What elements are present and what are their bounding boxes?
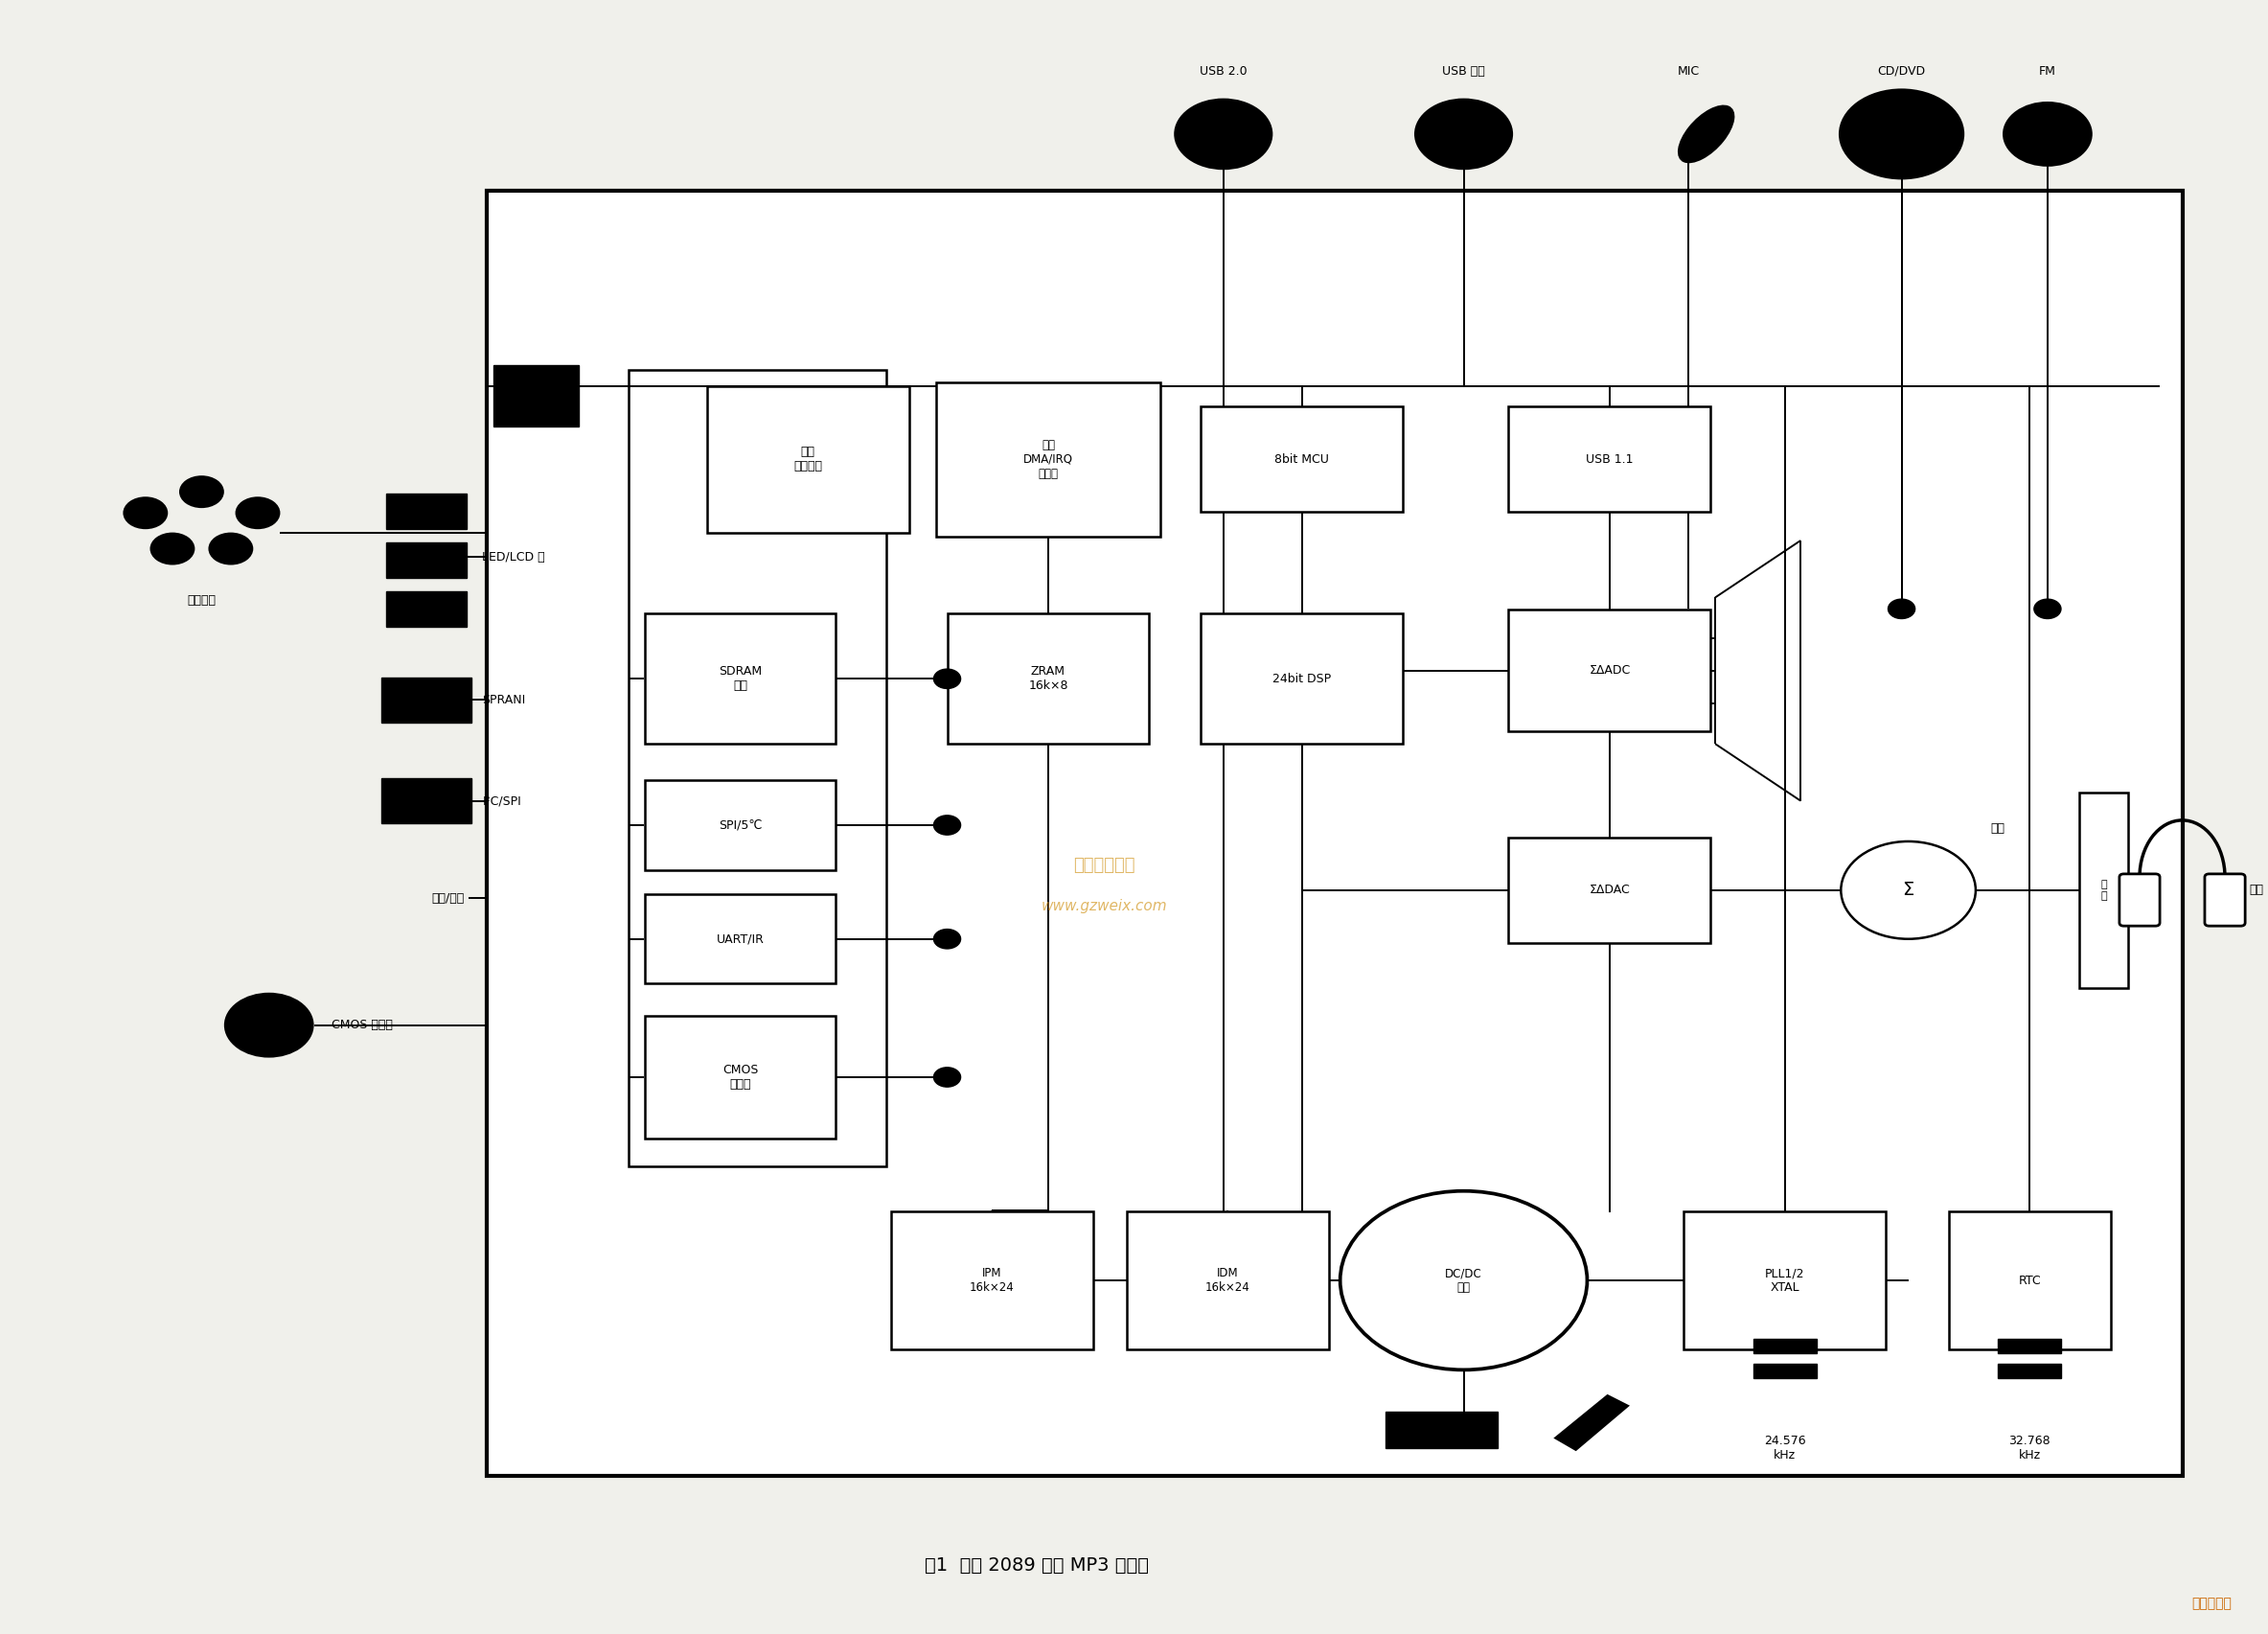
- FancyBboxPatch shape: [1753, 1363, 1817, 1377]
- FancyBboxPatch shape: [1202, 614, 1404, 743]
- Text: IPM
16k×24: IPM 16k×24: [971, 1266, 1014, 1294]
- FancyBboxPatch shape: [1753, 1338, 1817, 1353]
- Text: 24bit DSP: 24bit DSP: [1272, 673, 1331, 685]
- Text: 外部
存储接口: 外部 存储接口: [794, 446, 823, 472]
- FancyBboxPatch shape: [2204, 874, 2245, 926]
- Text: FM: FM: [2039, 65, 2057, 77]
- Text: PLL1/2
XTAL: PLL1/2 XTAL: [1765, 1266, 1805, 1294]
- FancyBboxPatch shape: [1998, 1363, 2062, 1377]
- FancyBboxPatch shape: [644, 894, 837, 984]
- Text: 精通维修下载: 精通维修下载: [1073, 858, 1136, 874]
- Text: ΣΔADC: ΣΔADC: [1590, 665, 1631, 676]
- Text: IDM
16k×24: IDM 16k×24: [1207, 1266, 1250, 1294]
- Circle shape: [1842, 842, 1975, 940]
- FancyBboxPatch shape: [386, 542, 467, 578]
- Circle shape: [2003, 101, 2093, 167]
- Circle shape: [225, 992, 313, 1057]
- Text: 自动秒链接: 自动秒链接: [2191, 1596, 2232, 1611]
- Text: 声
道: 声 道: [2100, 879, 2107, 900]
- Text: Σ: Σ: [1903, 881, 1914, 899]
- Circle shape: [1887, 600, 1914, 619]
- Text: www.gzweix.com: www.gzweix.com: [1041, 899, 1168, 913]
- Text: DC/DC
转换: DC/DC 转换: [1445, 1266, 1483, 1294]
- Circle shape: [934, 815, 962, 835]
- Circle shape: [1175, 98, 1272, 170]
- FancyBboxPatch shape: [1508, 609, 1710, 732]
- Circle shape: [122, 497, 168, 529]
- Text: RTC: RTC: [2019, 1275, 2041, 1286]
- Text: USB 1.1: USB 1.1: [1585, 453, 1633, 466]
- Circle shape: [236, 497, 281, 529]
- Text: UART/IR: UART/IR: [717, 933, 764, 944]
- Text: I²C/SPI: I²C/SPI: [483, 794, 522, 807]
- FancyBboxPatch shape: [1998, 1338, 2062, 1353]
- FancyBboxPatch shape: [381, 676, 472, 722]
- Text: USB 2.0: USB 2.0: [1200, 65, 1247, 77]
- Text: 32.768
kHz: 32.768 kHz: [2009, 1435, 2050, 1462]
- Circle shape: [1839, 88, 1964, 180]
- FancyBboxPatch shape: [1683, 1211, 1885, 1350]
- FancyBboxPatch shape: [628, 369, 887, 1167]
- Text: USB 总线: USB 总线: [1442, 65, 1486, 77]
- Text: 总线
DMA/IRQ
控制器: 总线 DMA/IRQ 控制器: [1023, 438, 1073, 480]
- Text: 24.576
kHz: 24.576 kHz: [1765, 1435, 1805, 1462]
- FancyBboxPatch shape: [1508, 837, 1710, 943]
- Text: SPI/5℃: SPI/5℃: [719, 819, 762, 832]
- FancyBboxPatch shape: [1386, 1412, 1497, 1448]
- FancyBboxPatch shape: [644, 614, 837, 743]
- Text: 耳机: 耳机: [2250, 884, 2263, 897]
- FancyBboxPatch shape: [891, 1211, 1093, 1350]
- Circle shape: [209, 533, 254, 565]
- Text: 按键开关: 按键开关: [188, 595, 215, 606]
- Ellipse shape: [1678, 105, 1735, 163]
- Circle shape: [934, 930, 962, 949]
- FancyBboxPatch shape: [948, 614, 1150, 743]
- FancyBboxPatch shape: [494, 364, 578, 426]
- FancyBboxPatch shape: [937, 382, 1161, 536]
- FancyBboxPatch shape: [644, 1016, 837, 1139]
- FancyBboxPatch shape: [2118, 874, 2159, 926]
- Circle shape: [179, 475, 225, 508]
- FancyBboxPatch shape: [1127, 1211, 1329, 1350]
- Circle shape: [1340, 1191, 1588, 1369]
- Circle shape: [150, 533, 195, 565]
- FancyBboxPatch shape: [708, 386, 909, 533]
- Text: MIC: MIC: [1676, 65, 1699, 77]
- FancyBboxPatch shape: [1202, 407, 1404, 511]
- Polygon shape: [1554, 1394, 1631, 1451]
- Circle shape: [934, 1067, 962, 1087]
- FancyBboxPatch shape: [1948, 1211, 2112, 1350]
- FancyBboxPatch shape: [386, 592, 467, 627]
- Text: CMOS
传感器: CMOS 传感器: [723, 1064, 758, 1090]
- Circle shape: [2034, 600, 2062, 619]
- Circle shape: [1415, 98, 1513, 170]
- Text: SPRANI: SPRANI: [483, 694, 526, 706]
- Text: SDRAM
接口: SDRAM 接口: [719, 665, 762, 693]
- Circle shape: [934, 668, 962, 688]
- Text: ZRAM
16k×8: ZRAM 16k×8: [1027, 665, 1068, 693]
- FancyBboxPatch shape: [2080, 792, 2127, 987]
- FancyBboxPatch shape: [386, 493, 467, 529]
- Text: CMOS 传感器: CMOS 传感器: [331, 1020, 392, 1031]
- Text: ΣΔDAC: ΣΔDAC: [1590, 884, 1631, 897]
- FancyBboxPatch shape: [644, 781, 837, 869]
- Text: 8bit MCU: 8bit MCU: [1275, 453, 1329, 466]
- Text: CD/DVD: CD/DVD: [1878, 65, 1926, 77]
- Text: LED/LCD 屏: LED/LCD 屏: [483, 551, 544, 564]
- FancyBboxPatch shape: [1508, 407, 1710, 511]
- Text: 增效: 增效: [1991, 822, 2005, 835]
- Text: 鼠标/键盘: 鼠标/键盘: [431, 892, 465, 905]
- Text: 图1  炬力 2089 方案 MP3 方框图: 图1 炬力 2089 方案 MP3 方框图: [925, 1556, 1150, 1574]
- FancyBboxPatch shape: [488, 191, 2182, 1476]
- FancyBboxPatch shape: [381, 778, 472, 824]
